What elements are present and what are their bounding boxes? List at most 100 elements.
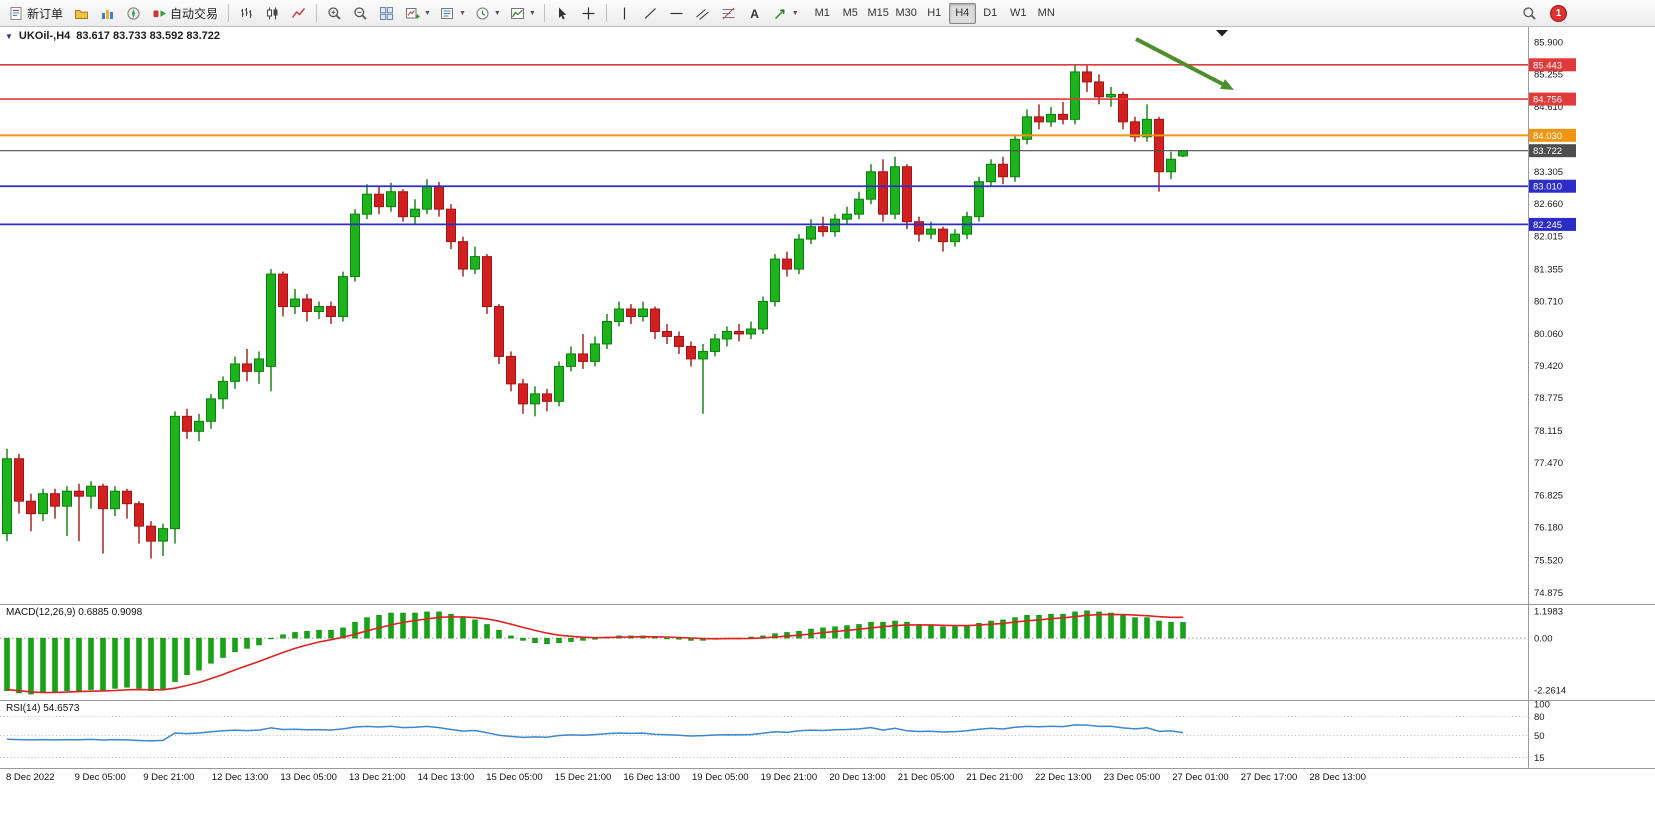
zoom-in-button[interactable] [322, 2, 347, 25]
symbol-dropdown-icon[interactable]: ▼ [5, 31, 13, 41]
candlestick-chart-type-button[interactable] [260, 2, 285, 25]
folder-icon [75, 9, 89, 19]
navigator-button[interactable] [121, 2, 146, 25]
time-axis-label: 13 Dec 05:00 [280, 772, 337, 783]
auto-trading-label: 自动交易 [170, 6, 219, 21]
templates-icon [440, 7, 453, 19]
time-axis-label: 15 Dec 05:00 [486, 772, 543, 783]
time-axis-label: 13 Dec 21:00 [349, 772, 406, 783]
arrow-shape-icon [774, 8, 785, 19]
bar-chart-type-button[interactable] [234, 2, 259, 25]
trendline-icon [644, 7, 656, 19]
line-chart-icon [291, 7, 306, 18]
clock-icon [476, 7, 489, 19]
time-axis-label: 8 Dec 2022 [6, 772, 55, 783]
tile-windows-icon [380, 6, 394, 20]
timeframe-m30[interactable]: M30 [893, 3, 920, 24]
time-axis-label: 28 Dec 13:00 [1309, 772, 1366, 783]
svg-text:82.660: 82.660 [1534, 199, 1563, 210]
new-order-icon [10, 6, 22, 20]
timeframe-mn[interactable]: MN [1033, 3, 1060, 24]
time-axis-label: 27 Dec 17:00 [1240, 772, 1298, 783]
horizontal-line-icon [670, 12, 683, 14]
profiles-button[interactable] [69, 2, 94, 25]
cursor-button[interactable] [550, 2, 575, 25]
rsi-label: RSI(14) 54.6573 [6, 703, 80, 714]
timeframe-d1[interactable]: D1 [977, 3, 1004, 24]
chevron-down-icon: ▼ [791, 9, 799, 17]
timeframe-m1[interactable]: M1 [809, 3, 836, 24]
timeframe-m15[interactable]: M15 [865, 3, 892, 24]
timeframe-m5[interactable]: M5 [837, 3, 864, 24]
time-axis-label: 23 Dec 05:00 [1103, 772, 1161, 783]
svg-text:80: 80 [1534, 712, 1545, 723]
time-axis-label: 21 Dec 05:00 [897, 772, 955, 783]
new-order-label: 新订单 [27, 6, 64, 21]
time-axis-label: 9 Dec 21:00 [143, 772, 195, 783]
new-chart-icon [406, 7, 420, 18]
horizontal-line-tool-button[interactable] [664, 2, 689, 25]
svg-text:100: 100 [1534, 701, 1550, 711]
toolbar-separator [543, 4, 545, 22]
timeframe-w1[interactable]: W1 [1005, 3, 1032, 24]
candlestick-chart-canvas[interactable]: 85.900 85.255 84.610 83.305 82.660 82.015 81.3… [0, 27, 1655, 605]
text-tool-button[interactable]: A [742, 2, 767, 25]
svg-text:78.775: 78.775 [1534, 393, 1563, 404]
svg-text:50: 50 [1534, 731, 1545, 742]
svg-text:80.060: 80.060 [1534, 329, 1563, 340]
time-axis-label: 16 Dec 13:00 [623, 772, 680, 783]
chevron-down-icon: ▼ [458, 9, 466, 17]
svg-text:76.180: 76.180 [1534, 523, 1563, 534]
new-order-button[interactable]: 新订单 [4, 2, 68, 25]
vertical-line-tool-button[interactable] [612, 2, 637, 25]
timeframe-h1[interactable]: H1 [921, 3, 948, 24]
templates-button[interactable]: ▼ [435, 2, 469, 25]
svg-text:84.030: 84.030 [1533, 131, 1562, 142]
svg-text:85.255: 85.255 [1534, 70, 1563, 81]
search-button[interactable] [1517, 2, 1542, 25]
chevron-down-icon: ▼ [493, 9, 501, 17]
main-chart-panel[interactable]: 85.900 85.255 84.610 83.305 82.660 82.015 81.3… [0, 27, 1655, 605]
arrows-tool-button[interactable]: ▼ [768, 2, 802, 25]
compass-icon [127, 6, 140, 20]
auto-trading-button[interactable]: 自动交易 [147, 2, 223, 25]
market-watch-icon [102, 9, 114, 19]
search-icon [1523, 7, 1536, 20]
indicators-icon [510, 7, 524, 19]
svg-text:77.470: 77.470 [1534, 458, 1563, 469]
cursor-icon [558, 7, 566, 19]
macd-label: MACD(12,26,9) 0.6885 0.9098 [6, 607, 143, 618]
tile-windows-button[interactable] [374, 2, 399, 25]
indicators-button[interactable]: ▼ [505, 2, 539, 25]
svg-text:78.115: 78.115 [1534, 426, 1562, 437]
market-watch-button[interactable] [95, 2, 120, 25]
toolbar-separator [605, 4, 607, 22]
chart-ohlc-label: 83.617 83.733 83.592 83.722 [76, 30, 221, 42]
zoom-out-button[interactable] [348, 2, 373, 25]
time-axis-label: 20 Dec 13:00 [829, 772, 886, 783]
new-chart-button[interactable]: ▼ [400, 2, 434, 25]
channel-icon [695, 8, 709, 20]
text-icon: A [750, 7, 759, 21]
rsi-indicator-panel[interactable]: 100 80 50 15 RSI(14) 54.6573 [0, 701, 1655, 769]
time-periods-button[interactable]: ▼ [470, 2, 504, 25]
svg-text:80.710: 80.710 [1534, 297, 1563, 308]
bar-chart-icon [241, 7, 253, 18]
channel-tool-button[interactable] [690, 2, 715, 25]
time-axis-label: 12 Dec 13:00 [211, 772, 269, 783]
chart-header: ▼ UKOil-,H4 83.617 83.733 83.592 83.722 [5, 30, 220, 42]
zoom-out-icon [354, 6, 367, 20]
timeframe-h4[interactable]: H4 [948, 2, 976, 24]
fibonacci-tool-button[interactable] [716, 2, 741, 25]
trendline-tool-button[interactable] [638, 2, 663, 25]
chart-symbol-label: UKOil-,H4 [18, 30, 71, 42]
macd-indicator-panel[interactable]: 1.1983 0.00 -2.2614 MACD(12,26,9) 0.6885 0… [0, 605, 1655, 701]
line-chart-type-button[interactable] [286, 2, 311, 25]
macd-chart-canvas[interactable]: 1.1983 0.00 -2.2614 [0, 605, 1655, 701]
time-axis[interactable]: 8 Dec 2022 9 Dec 05:00 9 Dec 21:00 12 Dec 1… [0, 769, 1655, 789]
svg-text:A: A [750, 7, 759, 21]
notification-badge[interactable]: 1 [1550, 5, 1567, 22]
crosshair-button[interactable] [576, 2, 601, 25]
timeframe-group: M1 M5 M15 M30 H1 H4 D1 W1 MN [809, 2, 1060, 24]
